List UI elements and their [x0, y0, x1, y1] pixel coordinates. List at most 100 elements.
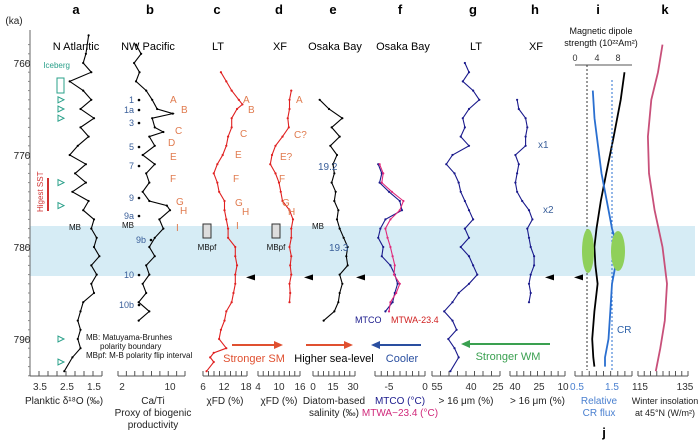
series-line-e	[319, 99, 349, 322]
series-line-i	[591, 72, 626, 367]
data-point	[145, 264, 148, 267]
panel-title-f: Osaka Bay	[376, 41, 430, 53]
x-axis-label-j: Relative	[581, 396, 618, 407]
e-value-19-3: 19.3	[329, 243, 349, 254]
data-point	[531, 218, 534, 221]
data-point	[459, 190, 462, 193]
legend-line-3: MBpf: M-B polarity flip interval	[86, 351, 192, 360]
data-point	[384, 227, 387, 230]
event-label-7: 7	[129, 161, 134, 171]
data-point	[290, 227, 293, 230]
event-marker	[137, 108, 141, 112]
d-event-A: A	[296, 95, 303, 106]
i-tick: 4	[594, 53, 599, 63]
data-point	[235, 264, 239, 267]
data-point	[346, 264, 349, 267]
marker-triangle-icon	[574, 274, 583, 281]
data-point	[472, 264, 475, 267]
panel-letter-d: d	[275, 2, 283, 17]
panel-title-c: LT	[212, 41, 224, 53]
x-axis-label-b: Ca/Ti	[141, 396, 165, 407]
data-point	[84, 181, 87, 184]
data-point	[455, 328, 458, 331]
data-point	[533, 264, 536, 267]
c-event-H: H	[242, 207, 249, 218]
y-axis-label: (ka)	[5, 16, 22, 27]
x-tick-label: 1.5	[87, 382, 101, 393]
data-point	[232, 291, 235, 295]
h-mark-x1: x1	[538, 140, 549, 151]
data-point	[151, 98, 154, 101]
b-event-G: G	[176, 197, 184, 208]
panel-title-b: NW Pacific	[121, 41, 175, 53]
data-point	[461, 80, 464, 83]
data-point	[389, 245, 392, 249]
data-point	[290, 273, 293, 276]
data-point	[148, 245, 151, 249]
data-point	[158, 218, 161, 221]
data-point	[230, 301, 233, 304]
data-point	[90, 71, 93, 74]
data-point	[153, 236, 156, 239]
data-point	[148, 199, 151, 203]
x-axis-label-j: CR flux	[583, 408, 616, 419]
data-point	[524, 117, 527, 120]
c-event-F: F	[233, 174, 239, 185]
x-axis-label-c: χFD (%)	[207, 396, 244, 407]
x-axis-label-e: Diatom-based	[303, 396, 365, 407]
data-point	[329, 144, 332, 147]
iceberg-triangle-icon	[57, 358, 66, 366]
data-point	[225, 347, 228, 350]
data-point	[463, 227, 466, 230]
data-point	[225, 218, 228, 221]
c-event-I: I	[236, 221, 239, 232]
data-point	[467, 255, 471, 258]
d-event-E?: E?	[280, 152, 293, 163]
data-point	[205, 370, 208, 373]
i-green-area	[582, 229, 594, 273]
panel-letter-e: e	[329, 2, 336, 17]
data-point	[153, 126, 156, 129]
data-point	[145, 291, 148, 295]
event-label-5: 5	[129, 142, 134, 152]
marker-triangle-icon	[246, 274, 255, 281]
data-point	[281, 199, 284, 203]
d-event-G: G	[282, 198, 290, 209]
series-line-k	[646, 44, 668, 372]
data-point	[82, 61, 85, 65]
data-point	[218, 190, 221, 193]
data-point	[290, 89, 293, 92]
mbpf-label-c: MBpf	[198, 243, 217, 252]
data-point	[526, 126, 529, 129]
legend-line-1: MB: Matuyama-Brunhes	[86, 333, 172, 342]
y-tick-label: 770	[14, 151, 31, 162]
panel-title-d: XF	[273, 41, 287, 53]
data-point	[331, 163, 335, 166]
j-green-area	[611, 231, 625, 271]
b-event-D: D	[168, 138, 175, 149]
data-point	[459, 135, 462, 138]
event-marker	[149, 238, 153, 242]
iceberg-label: Iceberg	[43, 61, 70, 70]
data-point	[79, 107, 82, 111]
data-point	[463, 61, 466, 65]
data-point	[141, 190, 144, 193]
data-point	[463, 126, 466, 129]
data-point	[92, 218, 96, 221]
data-point	[398, 199, 401, 203]
x-tick-label: 10	[557, 382, 569, 393]
y-tick-label: 760	[14, 59, 31, 70]
data-point	[90, 282, 93, 285]
data-point	[333, 199, 336, 203]
data-point	[346, 245, 349, 249]
marker-triangle-icon	[304, 274, 313, 281]
event-marker	[137, 145, 141, 149]
data-point	[226, 236, 230, 239]
x-axis-label-k: Winter insolation	[632, 396, 699, 406]
data-point	[132, 61, 136, 65]
data-point	[87, 199, 90, 203]
data-point	[338, 227, 341, 230]
data-point	[68, 80, 71, 83]
x-tick-label: 10	[164, 382, 176, 393]
